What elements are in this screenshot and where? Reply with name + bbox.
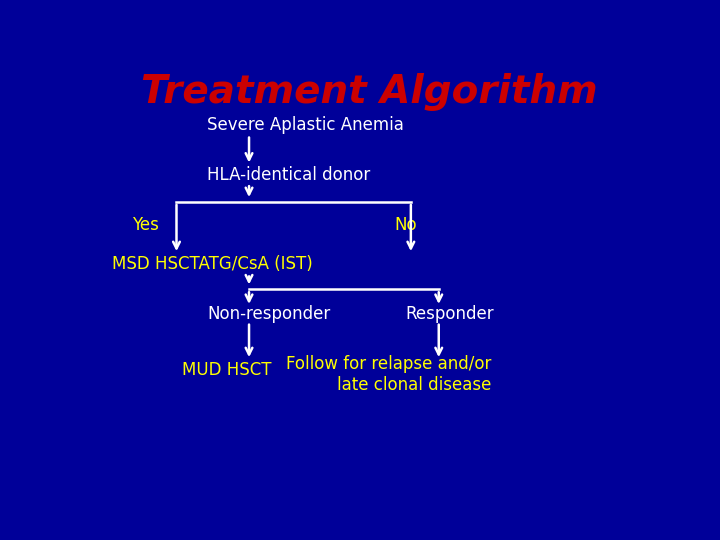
Text: Non-responder: Non-responder: [207, 305, 330, 323]
Text: Yes: Yes: [132, 216, 158, 234]
Text: HLA-identical donor: HLA-identical donor: [207, 166, 370, 184]
Text: Follow for relapse and/or
late clonal disease: Follow for relapse and/or late clonal di…: [287, 355, 492, 394]
Text: Treatment Algorithm: Treatment Algorithm: [140, 73, 598, 111]
Text: No: No: [394, 216, 417, 234]
Text: Severe Aplastic Anemia: Severe Aplastic Anemia: [207, 116, 404, 134]
Text: Responder: Responder: [405, 305, 494, 323]
Text: MSD HSCTATG/CsA (IST): MSD HSCTATG/CsA (IST): [112, 255, 313, 273]
Text: MUD HSCT: MUD HSCT: [182, 361, 271, 380]
